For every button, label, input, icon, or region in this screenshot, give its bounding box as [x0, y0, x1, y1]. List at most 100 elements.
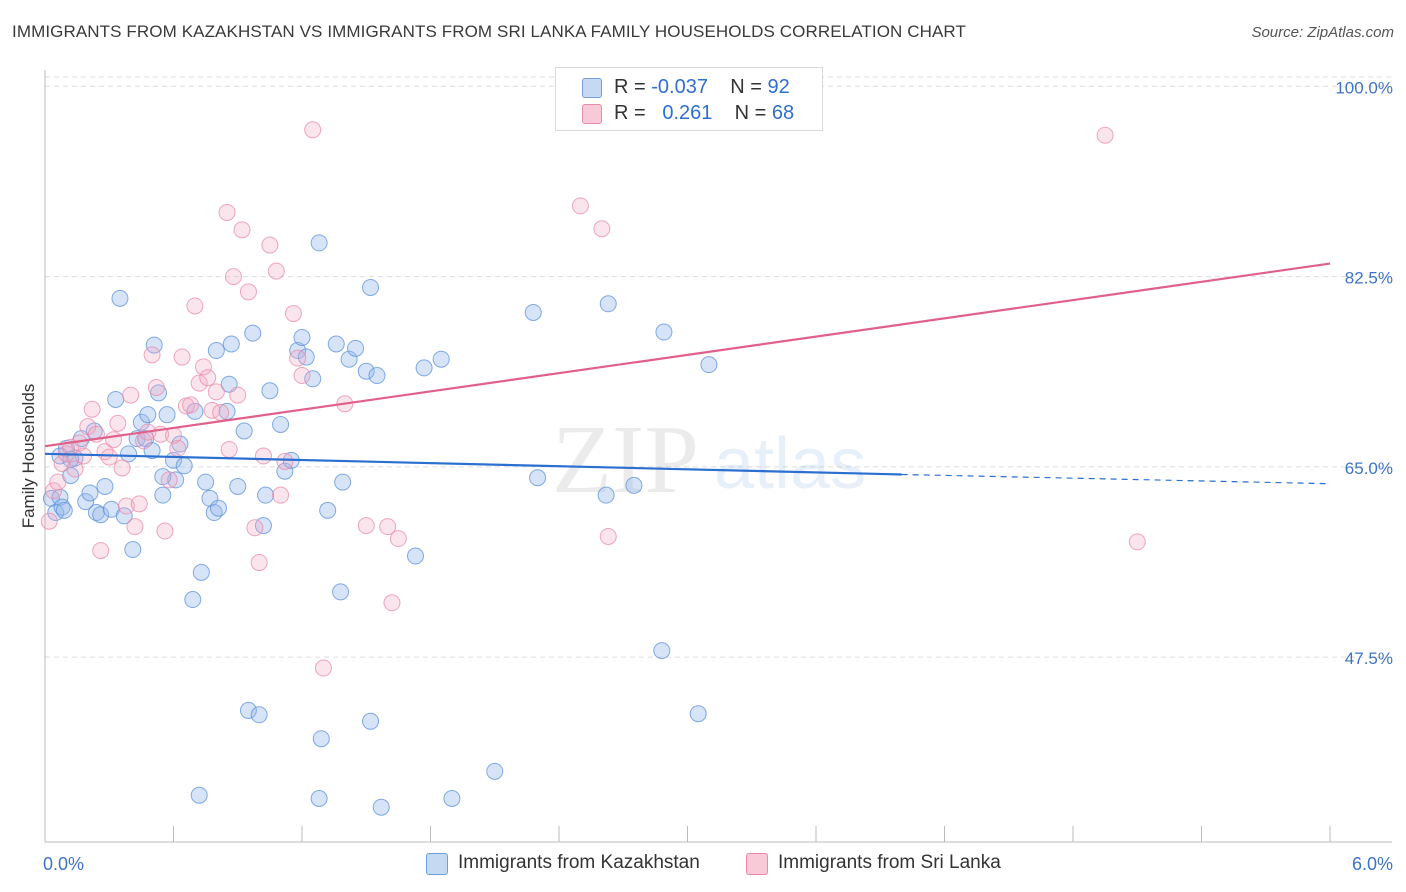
point-kazakhstan [655, 323, 673, 341]
point-srilanka [383, 594, 401, 612]
point-kazakhstan [257, 486, 275, 504]
point-kazakhstan [443, 790, 461, 808]
point-kazakhstan [261, 382, 279, 400]
correlation-legend: R = -0.037 N = 92 R = 0.261 N = 68 [555, 67, 823, 131]
point-srilanka [199, 369, 217, 387]
point-srilanka [66, 460, 84, 478]
point-kazakhstan [689, 705, 707, 723]
point-kazakhstan [332, 583, 350, 601]
point-srilanka [284, 305, 302, 323]
watermark-atlas: atlas [714, 424, 866, 504]
point-kazakhstan [310, 790, 328, 808]
point-kazakhstan [276, 462, 294, 480]
point-kazakhstan [201, 489, 219, 507]
point-kazakhstan [272, 415, 290, 433]
n-label: N = [734, 102, 767, 124]
chart-title: IMMIGRANTS FROM KAZAKHSTAN VS IMMIGRANTS… [12, 22, 966, 41]
point-srilanka [182, 396, 200, 414]
legend-label-kazakhstan: Immigrants from Kazakhstan [458, 852, 700, 873]
point-srilanka [1128, 533, 1146, 551]
point-kazakhstan [229, 477, 247, 495]
legend-swatch-srilanka [582, 104, 602, 124]
point-srilanka [194, 358, 212, 376]
trend-line-srilanka [44, 262, 1331, 448]
point-srilanka [126, 518, 144, 536]
point-srilanka [109, 414, 127, 432]
point-srilanka [250, 554, 268, 572]
y-tick-label: 82.5% [1345, 269, 1393, 288]
point-srilanka [169, 439, 187, 457]
point-kazakhstan [244, 324, 262, 342]
point-kazakhstan [597, 486, 615, 504]
point-srilanka [117, 497, 135, 515]
point-srilanka [143, 346, 161, 364]
point-kazakhstan [158, 406, 176, 424]
point-kazakhstan [92, 506, 110, 524]
point-kazakhstan [407, 547, 425, 565]
point-kazakhstan [235, 422, 253, 440]
point-srilanka [173, 348, 191, 366]
point-kazakhstan [171, 435, 189, 453]
point-srilanka [314, 659, 332, 677]
point-kazakhstan [111, 289, 129, 307]
point-kazakhstan [120, 445, 138, 463]
point-srilanka [233, 221, 251, 239]
point-srilanka [40, 512, 58, 530]
point-kazakhstan [304, 370, 322, 388]
grid-lines [45, 76, 1392, 658]
point-kazakhstan [347, 339, 365, 357]
point-kazakhstan [184, 591, 202, 609]
point-srilanka [571, 197, 589, 215]
point-srilanka [357, 517, 375, 535]
watermark: ZIP atlas [552, 406, 866, 514]
legend-swatch-srilanka [746, 853, 768, 875]
point-kazakhstan [310, 234, 328, 252]
point-kazakhstan [362, 712, 380, 730]
point-kazakhstan [139, 406, 157, 424]
point-kazakhstan [599, 295, 617, 313]
legend-label-srilanka: Immigrants from Sri Lanka [778, 852, 1001, 873]
point-kazakhstan [653, 642, 671, 660]
point-srilanka [92, 542, 110, 560]
point-kazakhstan [81, 484, 99, 502]
point-kazakhstan [529, 469, 547, 487]
point-srilanka [130, 495, 148, 513]
point-kazakhstan [625, 476, 643, 494]
y-tick-label: 100.0% [1335, 78, 1393, 97]
trend-line-kazakhstan-extension [901, 473, 1331, 485]
point-kazakhstan [372, 798, 390, 816]
trend-lines [44, 262, 1331, 485]
n-label: N = [730, 76, 762, 98]
point-srilanka [212, 404, 230, 422]
point-kazakhstan [77, 493, 95, 511]
point-srilanka [186, 297, 204, 315]
point-srilanka [113, 459, 131, 477]
data-points [40, 121, 1146, 816]
axes [44, 70, 1392, 843]
point-kazakhstan [334, 473, 352, 491]
point-kazakhstan [96, 477, 114, 495]
point-kazakhstan [297, 348, 315, 366]
point-kazakhstan [53, 498, 71, 516]
point-srilanka [83, 400, 101, 418]
n-value-srilanka: 68 [771, 102, 795, 124]
point-srilanka [100, 448, 118, 466]
point-kazakhstan [222, 335, 240, 353]
point-srilanka [304, 121, 322, 139]
point-srilanka [160, 471, 178, 489]
point-srilanka [293, 367, 311, 385]
point-kazakhstan [700, 356, 718, 374]
n-value-kazakhstan: 92 [767, 76, 790, 98]
point-srilanka [246, 519, 264, 537]
point-kazakhstan [192, 563, 210, 581]
point-kazakhstan [107, 390, 125, 408]
point-srilanka [276, 452, 294, 470]
point-kazakhstan [239, 701, 257, 719]
point-kazakhstan [197, 473, 215, 491]
x-tick-label: 0.0% [43, 854, 84, 874]
point-srilanka [49, 473, 67, 491]
point-kazakhstan [175, 457, 193, 475]
legend-swatch-kazakhstan [426, 853, 448, 875]
point-srilanka [261, 236, 279, 254]
